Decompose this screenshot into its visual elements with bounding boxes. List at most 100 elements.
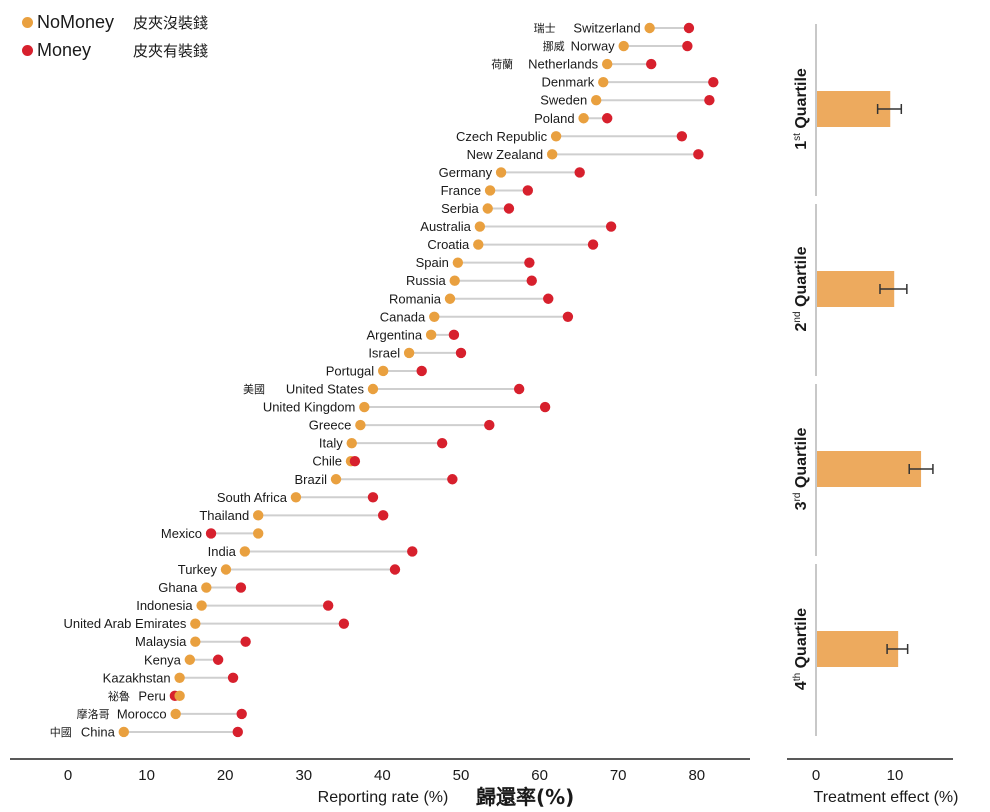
treatment-effect-panel: 1st Quartile 2nd Quartile 3rd Quartile 4th … bbox=[787, 24, 958, 806]
money-point bbox=[503, 203, 515, 214]
country-label: Croatia bbox=[427, 237, 470, 252]
money-point bbox=[704, 95, 715, 106]
money-point bbox=[522, 185, 534, 196]
legend-label-money: Money bbox=[37, 39, 92, 60]
nomoney-point bbox=[449, 275, 460, 286]
money-point bbox=[227, 672, 239, 683]
country-label: Kenya bbox=[144, 652, 182, 667]
country-label: Greece bbox=[309, 418, 352, 433]
country-row: South Africa bbox=[217, 490, 379, 505]
money-point bbox=[562, 311, 574, 322]
country-row: Romania bbox=[389, 291, 554, 306]
country-label: Norway bbox=[571, 39, 616, 54]
legend-label-money-zh: 皮夾有裝錢 bbox=[133, 41, 209, 60]
legend-dot-money bbox=[22, 44, 33, 56]
country-label: Poland bbox=[534, 111, 574, 126]
country-label: United Arab Emirates bbox=[63, 616, 186, 631]
legend-item-money: Money 皮夾有裝錢 bbox=[22, 36, 208, 64]
country-label: Ghana bbox=[158, 580, 198, 595]
country-label: South Africa bbox=[217, 490, 288, 505]
country-label: United States bbox=[286, 382, 365, 397]
nomoney-point bbox=[474, 221, 486, 232]
money-point bbox=[407, 546, 418, 557]
treatment-bar bbox=[817, 451, 922, 487]
country-label-zh: 摩洛哥 bbox=[77, 707, 110, 721]
country-row: Mexico bbox=[161, 526, 264, 541]
quartile-label: 1st Quartile bbox=[792, 68, 810, 150]
money-point bbox=[416, 365, 427, 377]
country-label-zh: 荷蘭 bbox=[491, 58, 513, 71]
nomoney-point bbox=[444, 293, 456, 304]
money-point bbox=[693, 149, 704, 160]
nomoney-point bbox=[201, 582, 212, 593]
country-row: Ghana bbox=[158, 580, 247, 595]
nomoney-point bbox=[346, 437, 357, 449]
country-label-zh: 美國 bbox=[243, 383, 265, 396]
money-point bbox=[205, 528, 217, 539]
nomoney-point bbox=[174, 690, 185, 702]
nomoney-point bbox=[239, 546, 251, 557]
country-label: Netherlands bbox=[528, 57, 599, 72]
country-label-zh: 祕魯 bbox=[108, 689, 130, 703]
x-tick-label: 40 bbox=[374, 767, 391, 784]
country-label: Malaysia bbox=[135, 634, 187, 649]
country-row: United Kingdom bbox=[263, 400, 551, 415]
country-row: Chile bbox=[312, 454, 361, 469]
quartile-group: 2nd Quartile bbox=[792, 204, 908, 376]
nomoney-point bbox=[546, 149, 558, 160]
country-row: Thailand bbox=[199, 508, 389, 523]
country-row: China 中國 bbox=[50, 724, 243, 739]
money-point bbox=[526, 275, 537, 286]
x-axis-title-zh: 歸還率(%) bbox=[476, 785, 574, 809]
country-row: Kazakhstan bbox=[103, 670, 239, 685]
country-label-zh: 瑞士 bbox=[534, 21, 556, 35]
country-label: United Kingdom bbox=[263, 400, 356, 415]
country-label: Spain bbox=[416, 255, 449, 270]
money-point bbox=[236, 708, 247, 720]
money-point bbox=[513, 383, 525, 395]
country-label: Kazakhstan bbox=[103, 670, 171, 685]
money-point bbox=[682, 40, 693, 52]
nomoney-point bbox=[253, 510, 264, 521]
nomoney-point bbox=[377, 365, 389, 377]
country-row: France bbox=[441, 183, 534, 198]
nomoney-point bbox=[578, 113, 589, 124]
money-point bbox=[539, 401, 551, 413]
money-point bbox=[367, 492, 379, 503]
nomoney-point bbox=[355, 419, 366, 431]
treatment-axis-title: Treatment effect (%) bbox=[814, 789, 959, 806]
nomoney-point bbox=[220, 564, 232, 575]
country-label: Thailand bbox=[199, 508, 249, 523]
country-row: Greece bbox=[309, 418, 495, 433]
legend-dot-nomoney bbox=[22, 16, 33, 28]
money-point bbox=[543, 293, 554, 304]
country-label: New Zealand bbox=[467, 147, 544, 162]
nomoney-point bbox=[253, 528, 264, 539]
country-label: Russia bbox=[406, 273, 447, 288]
money-point bbox=[708, 76, 719, 88]
country-row: Czech Republic bbox=[456, 129, 688, 144]
country-row: Switzerland 瑞士 bbox=[534, 21, 695, 36]
country-row: Denmark bbox=[542, 75, 719, 90]
country-row: Poland bbox=[534, 111, 613, 126]
country-label: Denmark bbox=[542, 75, 595, 90]
nomoney-point bbox=[618, 40, 629, 52]
country-label: Serbia bbox=[441, 201, 479, 216]
quartile-label: 3rd Quartile bbox=[792, 428, 810, 511]
money-point bbox=[338, 618, 350, 629]
nomoney-point bbox=[482, 203, 493, 214]
x-tick-label: 20 bbox=[217, 767, 234, 784]
country-row: Serbia bbox=[441, 201, 515, 216]
nomoney-point bbox=[170, 708, 181, 720]
nomoney-point bbox=[118, 726, 130, 738]
country-label: Morocco bbox=[117, 706, 167, 721]
money-point bbox=[377, 510, 389, 521]
money-point bbox=[605, 221, 617, 232]
nomoney-point bbox=[359, 401, 370, 413]
country-label: Canada bbox=[380, 309, 426, 324]
country-row: Brazil bbox=[295, 472, 458, 487]
x-tick-label: 10 bbox=[138, 767, 155, 784]
treatment-bar bbox=[817, 631, 899, 667]
nomoney-point bbox=[367, 383, 379, 395]
money-point bbox=[601, 113, 613, 124]
